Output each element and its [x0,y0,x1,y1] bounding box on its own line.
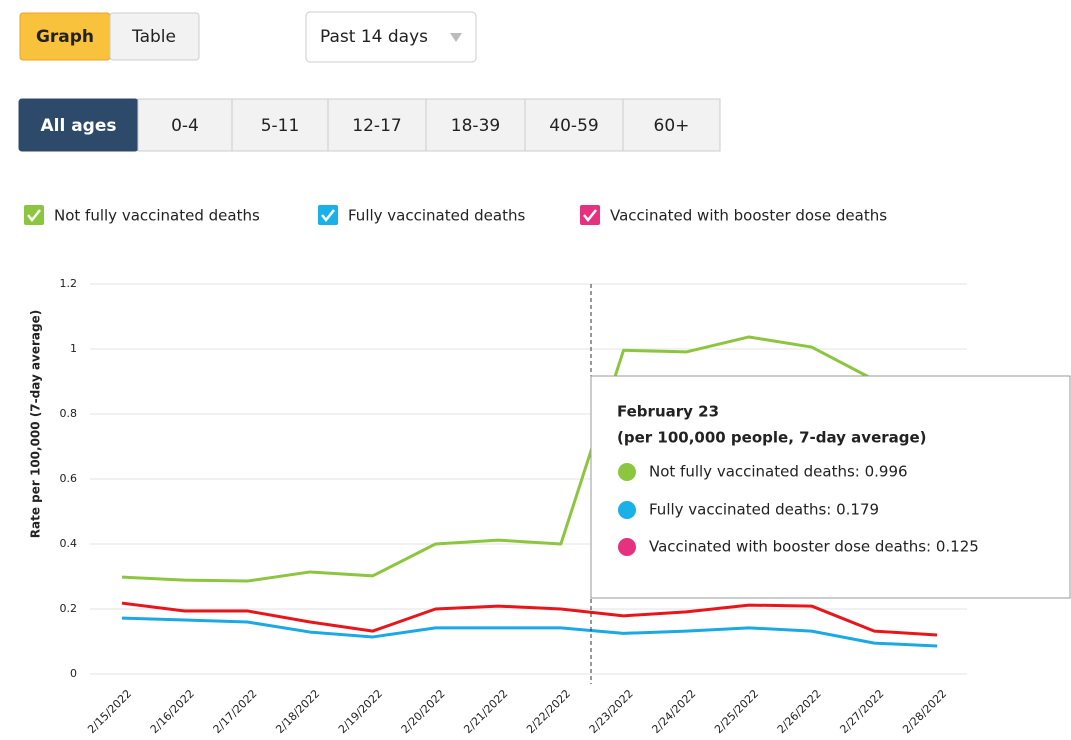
y-tick-label: 0.8 [60,407,78,420]
x-tick-label: 2/17/2022 [211,687,260,736]
x-tick-label: 2/18/2022 [273,687,322,736]
age-tab-label[interactable]: 5-11 [261,116,300,136]
age-tab[interactable] [425,98,526,152]
age-tab[interactable] [622,98,721,152]
legend-label: Vaccinated with booster dose deaths [610,207,887,225]
legend-label: Not fully vaccinated deaths [54,207,260,225]
age-tab[interactable] [137,98,233,152]
x-tick-label: 2/28/2022 [900,687,949,736]
age-tab-label[interactable]: All ages [40,116,116,136]
series-line [121,616,938,648]
tooltip-items: Not fully vaccinated deaths: 0.996 Fully … [618,463,979,556]
legend-checkbox[interactable] [24,205,44,225]
age-tab-label[interactable]: 18-39 [451,116,500,136]
tooltip-item: Fully vaccinated deaths: 0.179 [649,501,879,519]
tooltip [590,375,1071,599]
graph-button-label[interactable]: Graph [36,27,94,47]
x-tick-label: 2/23/2022 [587,687,636,736]
y-tick-label: 0.6 [60,472,78,485]
table-button[interactable] [109,12,200,61]
age-tab-label[interactable]: 12-17 [352,116,401,136]
age-tab[interactable] [524,98,624,152]
x-tick-label: 2/16/2022 [148,687,197,736]
legend-checkbox[interactable] [318,205,338,225]
dropdown-arrow [450,33,462,42]
x-tick-label: 2/26/2022 [775,687,824,736]
series-line [121,601,938,637]
x-tick-label: 2/20/2022 [399,687,448,736]
age-tab-label[interactable]: 40-59 [549,116,598,136]
legend-checkbox[interactable] [580,205,600,225]
tooltip-dot [618,501,636,519]
y-axis-label: Rate per 100,000 (7-day average) [29,310,43,538]
tooltip-dot [618,538,636,556]
tooltip-dot [618,463,636,481]
x-tick-label: 2/25/2022 [712,687,761,736]
x-tick-label: 2/24/2022 [649,687,698,736]
y-tick-label: 1 [70,342,77,355]
tooltip-item: Vaccinated with booster dose deaths: 0.1… [649,538,979,556]
age-tab[interactable] [231,98,329,152]
x-tick-label: 2/27/2022 [837,687,886,736]
age-tab-label[interactable]: 0-4 [171,116,199,136]
x-tick-label: 2/21/2022 [461,687,510,736]
y-tick-label: 0.2 [60,602,78,615]
legend-check [583,209,597,223]
y-tick-label: 1.2 [60,277,78,290]
period-dropdown[interactable] [305,11,477,63]
tooltip-subtitle: (per 100,000 people, 7-day average) [617,429,927,447]
legend-check [321,209,335,223]
x-tick-label: 2/15/2022 [85,687,134,736]
tooltip-title: February 23 [617,403,719,421]
y-tick-label: 0 [70,667,77,680]
y-tick-label: 0.4 [60,537,78,550]
age-tab-label[interactable]: 60+ [654,116,690,136]
age-tabs: All ages 0-4 5-11 12-17 18-39 40-59 60+ [18,98,721,152]
x-tick-label: 2/22/2022 [524,687,573,736]
x-tick-label: 2/19/2022 [336,687,385,736]
tooltip-item: Not fully vaccinated deaths: 0.996 [649,463,908,481]
series-line [121,335,938,583]
legend: Not fully vaccinated deaths Fully vaccina… [24,205,887,225]
period-dropdown-label[interactable]: Past 14 days [320,27,428,47]
legend-check [27,209,41,223]
legend-label: Fully vaccinated deaths [348,207,525,225]
table-button-label[interactable]: Table [131,27,176,47]
age-tab[interactable] [327,98,427,152]
